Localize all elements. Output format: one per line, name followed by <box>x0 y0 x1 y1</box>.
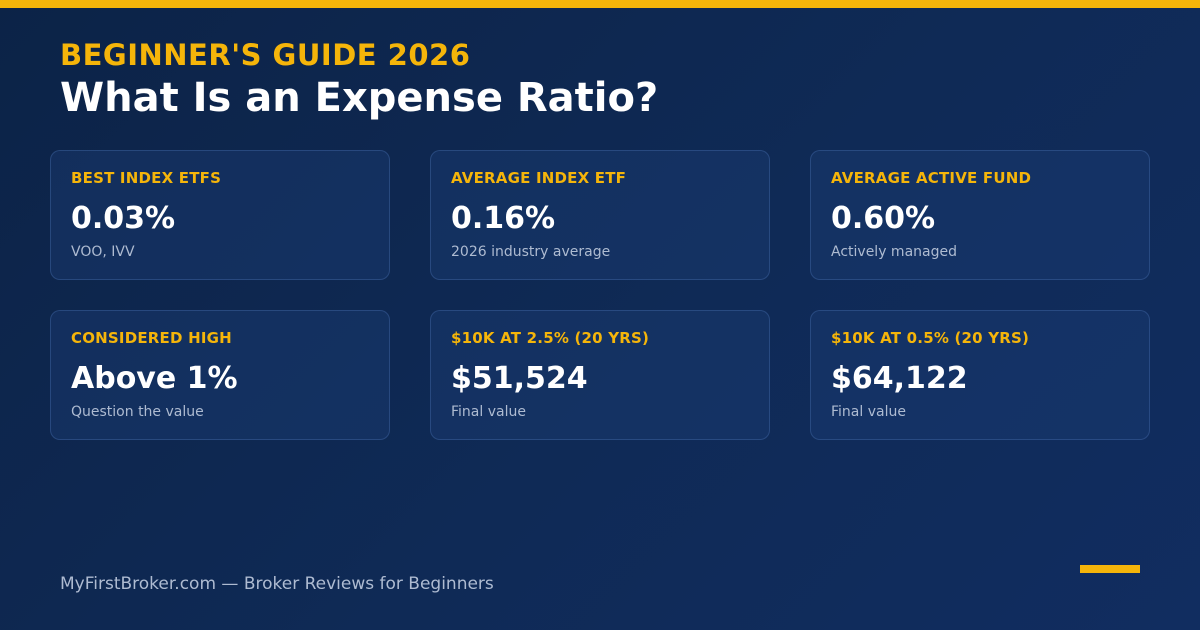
stat-card-subtext: Final value <box>451 404 526 420</box>
stat-card-label: $10K AT 0.5% (20 YRS) <box>831 329 1030 347</box>
stat-card-considered-high: CONSIDERED HIGH Above 1% Question the va… <box>50 310 390 440</box>
stat-card-value: $64,122 <box>831 361 968 396</box>
stat-card-average-active-fund: AVERAGE ACTIVE FUND 0.60% Actively manag… <box>810 150 1150 280</box>
stat-cards-grid: BEST INDEX ETFS 0.03% VOO, IVV AVERAGE I… <box>50 150 1150 440</box>
footer-accent-bar <box>1080 565 1140 573</box>
top-accent-bar <box>0 0 1200 8</box>
stat-card-10k-at-2-5-percent: $10K AT 2.5% (20 YRS) $51,524 Final valu… <box>430 310 770 440</box>
stat-card-label: AVERAGE INDEX ETF <box>451 169 627 187</box>
footer-site-credit: MyFirstBroker.com — Broker Reviews for B… <box>60 574 494 594</box>
stat-card-10k-at-0-5-percent: $10K AT 0.5% (20 YRS) $64,122 Final valu… <box>810 310 1150 440</box>
stat-card-average-index-etf: AVERAGE INDEX ETF 0.16% 2026 industry av… <box>430 150 770 280</box>
stat-card-value: 0.03% <box>71 201 176 236</box>
stat-card-subtext: Question the value <box>71 404 204 420</box>
stat-card-label: $10K AT 2.5% (20 YRS) <box>451 329 650 347</box>
stat-card-label: BEST INDEX ETFS <box>71 169 222 187</box>
stat-card-best-index-etfs: BEST INDEX ETFS 0.03% VOO, IVV <box>50 150 390 280</box>
stat-card-label: CONSIDERED HIGH <box>71 329 232 347</box>
stat-card-value: 0.16% <box>451 201 556 236</box>
page-title: What Is an Expense Ratio? <box>60 75 659 121</box>
stat-card-subtext: Actively managed <box>831 244 957 260</box>
stat-card-subtext: Final value <box>831 404 906 420</box>
stat-card-subtext: VOO, IVV <box>71 244 135 260</box>
stat-card-label: AVERAGE ACTIVE FUND <box>831 169 1032 187</box>
stat-card-value: 0.60% <box>831 201 936 236</box>
stat-card-value: Above 1% <box>71 361 238 396</box>
stat-card-subtext: 2026 industry average <box>451 244 611 260</box>
guide-eyebrow: BEGINNER'S GUIDE 2026 <box>60 38 471 72</box>
stat-card-value: $51,524 <box>451 361 588 396</box>
